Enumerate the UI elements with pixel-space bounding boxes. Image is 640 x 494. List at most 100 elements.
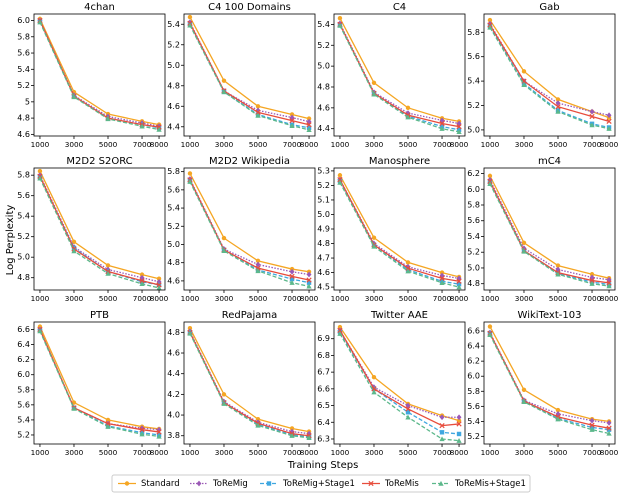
x-tick-label: 1000	[331, 294, 350, 303]
marker	[555, 416, 561, 422]
y-tick-label: 5.2	[167, 40, 180, 49]
legend-label: ToReMig+Stage1	[282, 479, 355, 489]
y-tick-label: 4.8	[167, 328, 180, 337]
marker	[606, 420, 612, 426]
series-line	[39, 326, 160, 430]
marker	[456, 275, 462, 282]
marker	[371, 389, 377, 395]
marker	[456, 129, 462, 135]
y-tick-label: 4.2	[167, 390, 180, 399]
plot-frame	[33, 13, 166, 137]
x-tick-label: 1000	[481, 140, 500, 149]
series-line	[489, 332, 610, 424]
chart-title: 4chan	[84, 2, 115, 13]
legend-marker	[368, 480, 374, 487]
marker	[221, 89, 227, 95]
series-line	[39, 170, 160, 280]
marker	[555, 108, 561, 114]
x-tick-label: 5000	[99, 294, 118, 303]
series-line	[489, 175, 610, 279]
marker	[487, 332, 493, 338]
y-tick-label: 6.0	[467, 372, 480, 381]
marker	[555, 104, 561, 110]
plot-frame	[33, 321, 166, 445]
y-tick-label: 5.6	[167, 185, 180, 194]
marker	[105, 263, 111, 268]
y-tick-label: 5.0	[467, 125, 480, 134]
x-tick-label: 1000	[31, 140, 50, 149]
x-tick-label: 7000	[433, 448, 452, 457]
y-tick-label: 5.6	[17, 49, 30, 58]
x-tick-label: 8000	[150, 140, 169, 149]
x-tick-label: 3000	[365, 448, 384, 457]
marker	[589, 281, 595, 286]
marker	[156, 126, 162, 132]
x-tick-label: 7000	[433, 140, 452, 149]
marker	[589, 422, 595, 428]
marker	[521, 82, 527, 87]
y-tick-label: 6.7	[317, 368, 330, 377]
series-line	[339, 25, 460, 131]
x-tick-label: 3000	[365, 294, 384, 303]
chart-title: M2D2 Wikipedia	[209, 156, 290, 167]
y-tick-label: 4.6	[317, 268, 330, 277]
y-tick-label: 4.8	[17, 114, 30, 123]
series-line	[189, 333, 310, 439]
y-tick-label: 5.4	[167, 204, 180, 213]
series-line	[489, 334, 610, 435]
series-line	[339, 17, 460, 123]
marker	[371, 235, 377, 240]
x-tick-label: 8000	[150, 448, 169, 457]
y-tick-label: 5.8	[467, 387, 480, 396]
x-tick-label: 8000	[300, 294, 319, 303]
y-tick-label: 6.6	[17, 325, 30, 334]
marker	[589, 122, 595, 128]
series-line	[189, 178, 310, 276]
marker	[289, 280, 295, 285]
chart-title: Manosphere	[369, 156, 430, 167]
marker	[456, 438, 462, 443]
y-tick-label: 6.5	[317, 401, 330, 410]
marker	[405, 265, 411, 271]
marker	[456, 123, 462, 130]
y-tick-label: 5.2	[317, 181, 330, 190]
x-tick-label: 8000	[600, 294, 619, 303]
marker	[289, 268, 295, 275]
y-tick-label: 6.6	[467, 327, 480, 336]
marker	[71, 405, 77, 411]
y-tick-label: 6.4	[317, 418, 330, 427]
plot-frame	[333, 13, 466, 137]
y-tick-label: 5.1	[317, 195, 330, 204]
series-line	[39, 20, 160, 127]
x-tick-label: 7000	[283, 140, 302, 149]
marker	[289, 112, 295, 117]
marker	[187, 330, 193, 336]
marker	[439, 120, 445, 127]
marker	[521, 69, 527, 74]
marker	[606, 112, 612, 119]
legend-label: Standard	[141, 479, 180, 489]
series-line	[489, 183, 610, 287]
marker	[371, 243, 377, 249]
x-tick-label: 5000	[399, 294, 418, 303]
y-tick-label: 5.2	[467, 248, 480, 257]
x-axis-label: Training Steps	[287, 460, 359, 471]
marker	[555, 100, 561, 106]
x-tick-label: 5000	[549, 294, 568, 303]
y-tick-label: 5.8	[467, 200, 480, 209]
marker	[439, 126, 445, 131]
x-tick-label: 5000	[549, 448, 568, 457]
marker	[221, 235, 227, 241]
x-tick-label: 3000	[215, 448, 234, 457]
chart-title: Twitter AAE	[370, 310, 428, 321]
y-tick-label: 6.2	[17, 355, 30, 364]
y-tick-label: 5.8	[167, 167, 180, 176]
marker	[37, 168, 43, 174]
x-tick-label: 7000	[583, 448, 602, 457]
y-tick-label: 6.0	[17, 370, 30, 379]
x-tick-label: 3000	[65, 448, 84, 457]
marker	[221, 78, 227, 83]
y-tick-label: 6.3	[317, 434, 330, 443]
marker	[156, 433, 162, 439]
marker	[487, 324, 493, 329]
